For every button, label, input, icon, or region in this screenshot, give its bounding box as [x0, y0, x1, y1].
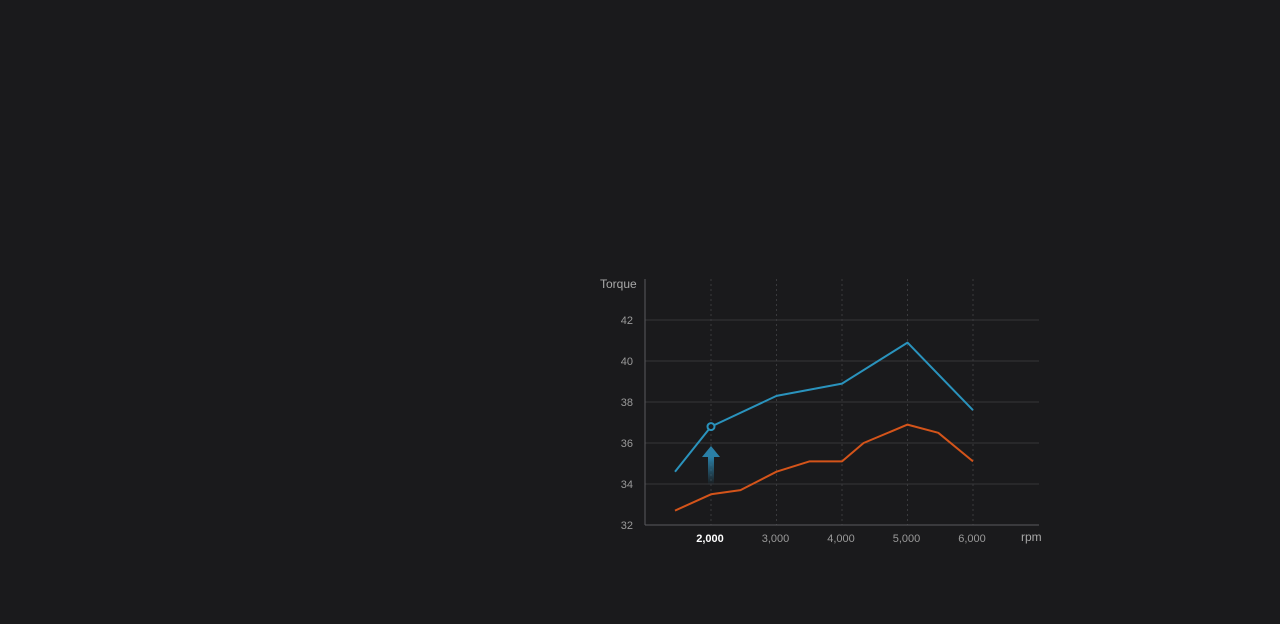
- up-arrow-head: [702, 446, 720, 457]
- series-line-2: [674, 423, 974, 512]
- grid-layer: [645, 279, 1039, 525]
- x-tick-label: 3,000: [762, 533, 790, 545]
- up-arrow-icon: [702, 446, 720, 485]
- x-tick-label: 6,000: [958, 533, 986, 545]
- y-axis-title: Torque: [600, 277, 637, 291]
- x-tick-label: 5,000: [893, 533, 921, 545]
- y-tick-label: 42: [621, 315, 633, 327]
- marker-layer: [702, 422, 720, 485]
- x-tick-label: 4,000: [827, 533, 855, 545]
- y-tick-label: 40: [621, 356, 633, 368]
- up-arrow-shaft: [708, 457, 714, 485]
- y-tick-label: 32: [621, 520, 633, 532]
- y-tick-label: 34: [621, 479, 633, 491]
- x-axis-title: rpm: [1021, 530, 1042, 544]
- hover-point-marker: [706, 422, 716, 432]
- y-tick-label: 38: [621, 397, 633, 409]
- x-tick-label-active: 2,000: [696, 533, 724, 545]
- series-line-1: [674, 341, 974, 473]
- series-layer: [674, 341, 974, 512]
- y-tick-label: 36: [621, 438, 633, 450]
- axis-layer: 32 34 36 38 40 42 2,000 3,000 4,000 5,000 6,000: [621, 279, 1039, 545]
